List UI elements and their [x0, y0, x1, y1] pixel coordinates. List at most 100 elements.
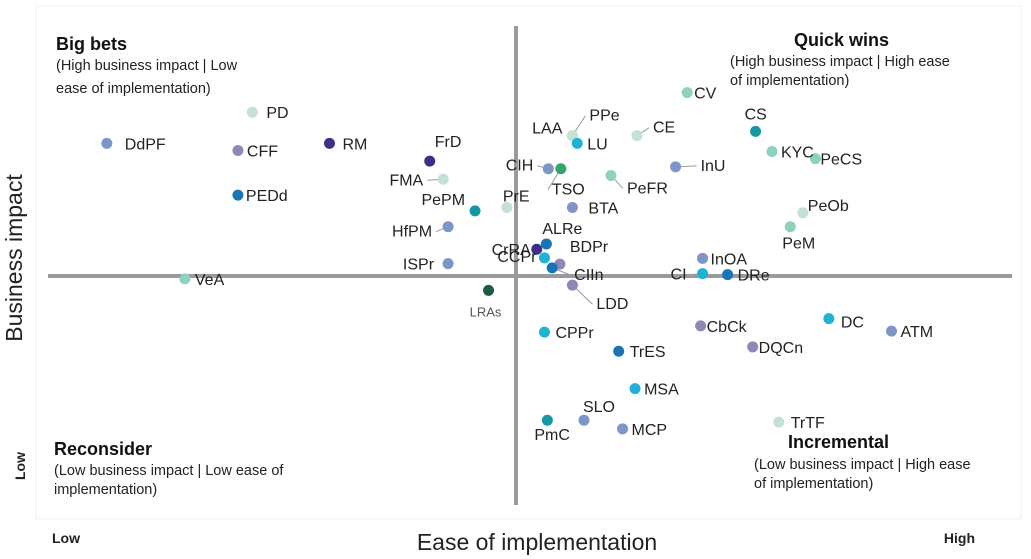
point-label-pefr: PeFR: [627, 180, 668, 197]
point-pepm: [469, 205, 481, 217]
point-crra: [531, 243, 543, 255]
x-axis-title: Ease of implementation: [417, 529, 657, 555]
point-label-dqcn: DQCn: [759, 340, 803, 357]
point-lu: [571, 137, 583, 149]
point-pd: [246, 106, 258, 118]
point-cff: [232, 145, 244, 157]
point-label-ldd: LDD: [596, 296, 628, 313]
point-label-cv: CV: [694, 86, 717, 103]
point-dqcn: [747, 341, 759, 353]
point-label-ce: CE: [653, 120, 675, 137]
point-cs: [750, 125, 762, 137]
point-label-pedd: PEDd: [246, 188, 288, 205]
quadrant-title-quick-wins: Quick wins: [794, 30, 889, 50]
quadrant-title-big-bets: Big bets: [56, 34, 127, 54]
point-hfpm: [442, 221, 454, 233]
point-label-dre: DRe: [738, 268, 770, 285]
point-label-ciin: CIIn: [574, 267, 603, 284]
quadrant-subtitle-line: (High business impact | Low: [56, 58, 238, 74]
point-ccpr: [538, 252, 550, 264]
point-pem: [784, 221, 796, 233]
quadrant-subtitle-line: (Low business impact | High ease: [754, 457, 971, 473]
point-label-dc: DC: [841, 315, 864, 332]
data-points: [101, 87, 897, 435]
point-label-slo: SLO: [583, 399, 615, 416]
point-label-hfpm: HfPM: [392, 224, 432, 241]
plot-border: [35, 5, 1022, 520]
point-pefr: [605, 169, 617, 181]
point-inu: [670, 161, 682, 173]
point-ciin: [546, 262, 558, 274]
point-lras: [483, 284, 495, 296]
point-label-kyc: KYC: [781, 144, 814, 161]
quadrant-subtitle-line: ease of implementation): [56, 81, 211, 97]
point-label-vea: VeA: [195, 272, 225, 289]
point-dre: [722, 269, 734, 281]
point-label-inoa: InOA: [711, 251, 748, 268]
point-label-cs: CS: [745, 106, 767, 123]
point-tres: [613, 345, 625, 357]
point-pecs: [809, 153, 821, 165]
quadrant-title-incremental: Incremental: [788, 432, 889, 452]
point-cbck: [695, 320, 707, 332]
point-label-atm: ATM: [901, 324, 934, 341]
point-label-peob: PeOb: [808, 198, 849, 215]
point-label-inu: InU: [701, 158, 726, 175]
point-labels: PD DdPF CFF RM PEDd FrD FMA PePM HfPM ISPr VeA LRAs…: [125, 86, 933, 445]
quadrant-top-right: Quick wins (High business impact | High …: [730, 30, 950, 89]
point-label-crra: CrRA: [492, 242, 531, 259]
quadrant-subtitle-line: implementation): [54, 482, 157, 498]
point-label-rm: RM: [342, 136, 367, 153]
point-inoa: [697, 252, 709, 264]
point-label-msa: MSA: [644, 382, 679, 399]
y-axis-low-label: Low: [12, 452, 28, 480]
point-label-pd: PD: [266, 105, 288, 122]
point-label-pecs: PeCS: [820, 152, 862, 169]
point-msa: [629, 383, 641, 395]
point-ldd: [566, 279, 578, 291]
point-label-ppe: PPe: [589, 108, 619, 125]
point-pre: [501, 202, 513, 214]
point-atm: [886, 325, 897, 337]
point-bta: [566, 202, 578, 214]
x-axis-high-label: High: [944, 530, 975, 546]
point-label-cppr: CPPr: [555, 325, 594, 342]
point-kyc: [766, 145, 778, 157]
point-rm: [323, 137, 335, 149]
point-ddpf: [101, 137, 113, 149]
point-fma: [437, 173, 449, 185]
point-tso: [555, 163, 567, 175]
point-label-mcp: MCP: [632, 422, 668, 439]
point-label-cbck: CbCk: [707, 319, 748, 336]
quadrant-subtitle-line: (Low business impact | Low ease of: [54, 463, 284, 479]
quadrant-subtitle-line: of implementation): [754, 476, 873, 492]
point-label-tres: TrES: [630, 344, 666, 361]
point-label-fma: FMA: [389, 172, 423, 189]
point-label-laa: LAA: [532, 121, 563, 138]
point-label-tso: TSO: [552, 182, 585, 199]
point-label-pepm: PePM: [421, 192, 465, 209]
point-label-ddpf: DdPF: [125, 136, 166, 153]
point-frd: [424, 155, 436, 167]
point-label-pem: PeM: [782, 236, 815, 253]
point-label-trtf: TrTF: [791, 415, 825, 432]
point-pmc: [541, 414, 553, 426]
quadrant-title-reconsider: Reconsider: [54, 439, 152, 459]
point-vea: [179, 273, 191, 285]
point-slo: [578, 414, 590, 426]
point-label-cih: CIH: [506, 158, 534, 175]
point-label-bta: BTA: [588, 201, 618, 218]
point-pedd: [232, 189, 244, 201]
quadrant-subtitle-line: (High business impact | High ease: [730, 54, 950, 70]
point-label-ccpr: CCPr: [497, 249, 537, 266]
point-cppr: [538, 326, 550, 338]
point-ispr: [442, 258, 454, 270]
quadrant-bottom-right: Incremental (Low business impact | High …: [754, 432, 971, 492]
x-axis-low-label: Low: [52, 530, 80, 546]
quadrant-subtitle-line: of implementation): [730, 73, 849, 89]
quadrant-top-left: Big bets (High business impact | Low eas…: [56, 34, 238, 97]
point-ce: [631, 130, 643, 142]
point-label-cff: CFF: [247, 144, 278, 161]
y-axis-title: Business impact: [1, 174, 27, 342]
